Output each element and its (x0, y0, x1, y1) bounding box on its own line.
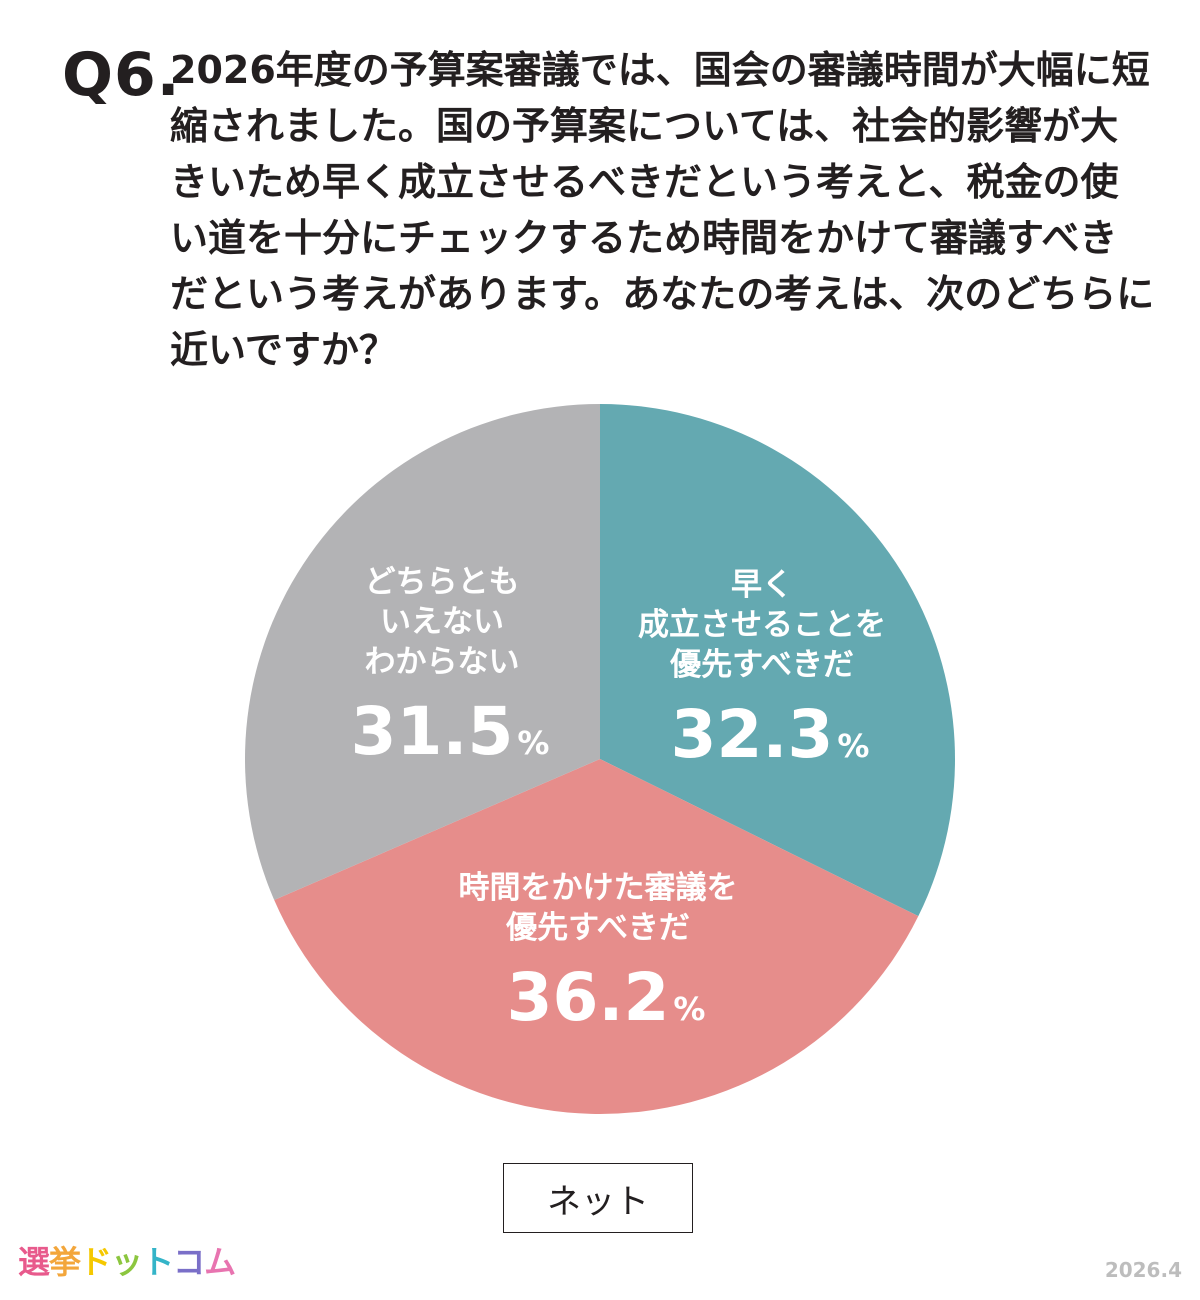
logo-char: コ (173, 1243, 205, 1281)
question-text: 2026年度の予算案審議では、国会の審議時間が大幅に短縮されました。国の予算案に… (170, 48, 1155, 372)
slice-label: いえない (380, 604, 504, 640)
logo-char: ド (80, 1243, 112, 1281)
slice-label: 早く (731, 567, 793, 603)
slice-label: わからない (365, 644, 520, 680)
slice-unit: % (517, 724, 549, 762)
site-logo: 選挙ドットコム (18, 1240, 236, 1284)
logo-char: 挙 (49, 1243, 81, 1281)
logo-char: ト (142, 1243, 174, 1281)
logo-char: ッ (111, 1243, 143, 1281)
slice-unit: % (673, 990, 705, 1028)
slice-label: 優先すべきだ (669, 647, 854, 683)
slice-careful-deliberation (274, 759, 919, 1115)
slice-label: 優先すべきだ (505, 910, 690, 946)
slice-value: 36.2 (507, 959, 670, 1036)
slice-label: どちらとも (365, 564, 520, 600)
pie-slices (244, 404, 955, 1115)
logo-char: 選 (18, 1243, 50, 1281)
logo-char: ム (204, 1243, 236, 1281)
question-number: Q6. (62, 40, 181, 110)
survey-date: 2026.4 (1104, 1258, 1182, 1282)
slice-label: 成立させることを (638, 607, 886, 643)
slice-label: 時間をかけた審議を (459, 870, 738, 906)
slice-early-passage (600, 404, 955, 917)
slice-value: 32.3 (671, 696, 834, 773)
slice-unit: % (837, 727, 869, 765)
source-label: ネット (503, 1163, 693, 1233)
slice-value: 31.5 (351, 693, 514, 770)
slice-undecided (244, 404, 600, 900)
